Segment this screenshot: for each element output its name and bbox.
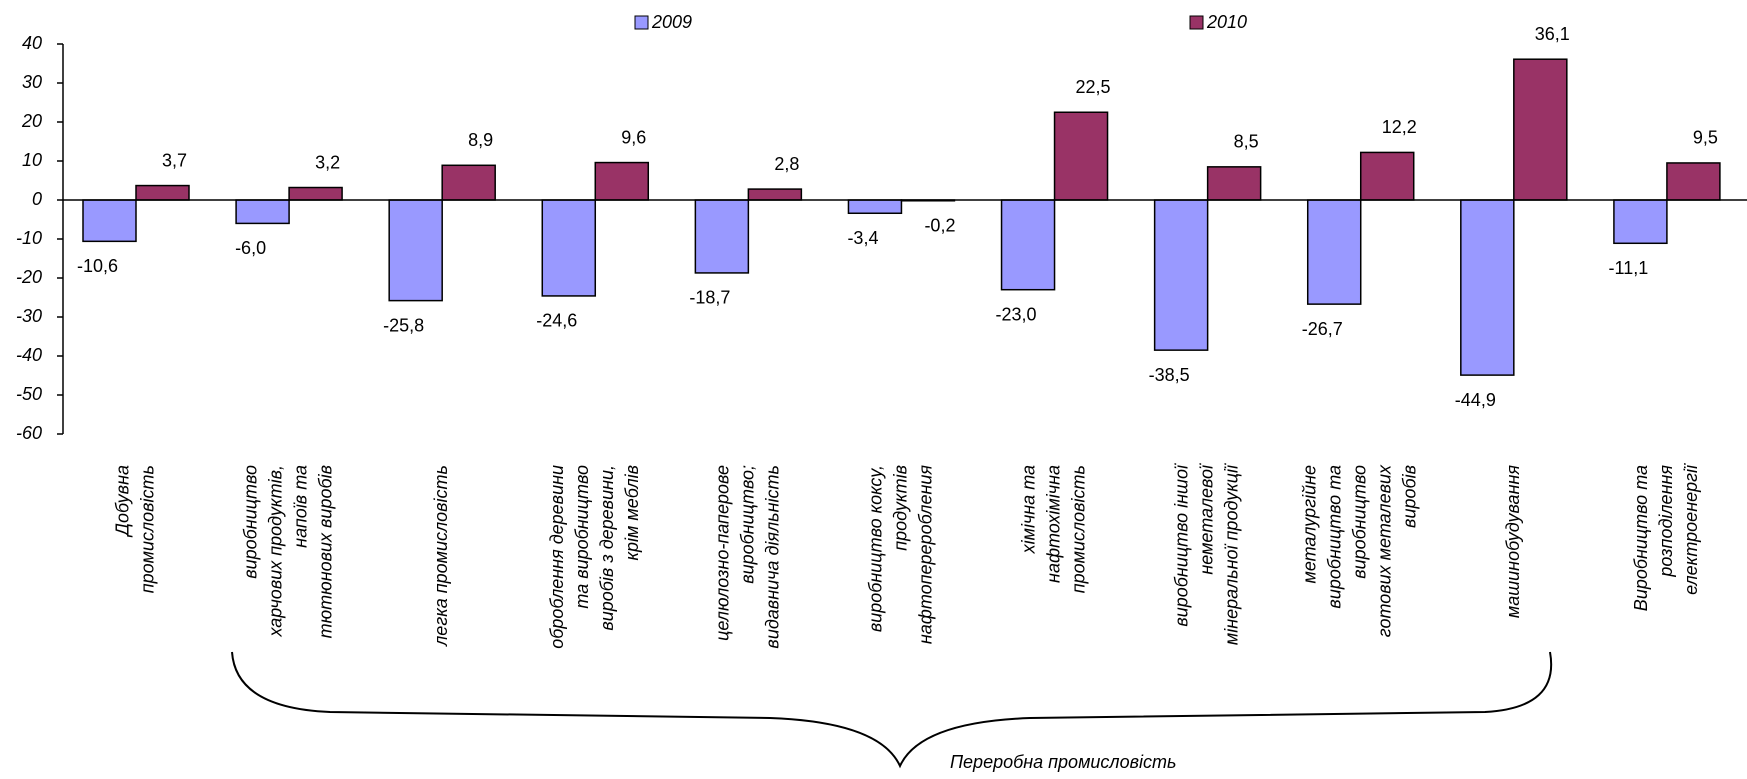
y-tick-label: -10 (16, 228, 42, 248)
y-tick-label: -60 (16, 423, 42, 443)
bar (1613, 199, 1668, 245)
x-tick-label: виробництво коксу, продуктів нафтопереробл… (865, 465, 935, 645)
bar (288, 186, 343, 201)
y-tick-label: 30 (22, 72, 42, 92)
x-tick-label: целюлозно-паперове виробництво; видавнича … (712, 465, 782, 649)
x-tick-label: легка промисловість (431, 465, 451, 647)
value-label: -6,0 (235, 238, 266, 258)
x-tick-label: машинобудування (1503, 465, 1523, 619)
value-label: -10,6 (77, 256, 118, 276)
y-tick-label: -30 (16, 306, 42, 326)
value-label: -24,6 (536, 311, 577, 331)
x-tick-label: виробництво іншої неметалевої мінеральної … (1171, 463, 1241, 645)
y-tick-label: -40 (16, 345, 42, 365)
value-label: -11,1 (1609, 258, 1649, 278)
bar (541, 199, 597, 297)
value-label: -3,4 (847, 228, 878, 248)
x-tick-label: хімічна та нафтохімічна промисловість (1018, 465, 1088, 593)
value-label: 9,5 (1693, 128, 1718, 148)
bar (694, 199, 750, 274)
value-label: -23,0 (996, 304, 1037, 324)
value-label: 3,7 (162, 150, 187, 170)
bar (1460, 199, 1515, 376)
legend-label: 2009 (651, 12, 692, 32)
bar (1359, 151, 1415, 201)
y-tick-label: -20 (16, 267, 42, 287)
y-tick-label: 20 (21, 111, 42, 131)
value-label: 12,2 (1382, 117, 1417, 137)
legend-label: 2010 (1206, 12, 1247, 32)
bar (82, 199, 137, 243)
brace (231, 651, 1553, 769)
bar (1206, 166, 1262, 201)
bar (1513, 58, 1568, 201)
value-label: 36,1 (1535, 24, 1570, 44)
y-tick-label: 40 (22, 33, 42, 53)
value-label: -38,5 (1149, 365, 1190, 385)
value-label: -25,8 (383, 315, 424, 335)
bar (1666, 162, 1721, 201)
bar (594, 161, 650, 201)
y-tick-label: 10 (22, 150, 42, 170)
y-tick-label: 0 (32, 189, 42, 209)
x-tick-label: металургійне виробництво та виробництво гот… (1299, 464, 1419, 637)
bar (388, 199, 443, 302)
value-label: -0,2 (924, 216, 955, 236)
x-tick-label: Виробництво та розподілення електроенергії (1631, 463, 1701, 611)
value-label: -26,7 (1302, 319, 1343, 339)
value-label: -44,9 (1455, 390, 1496, 410)
value-label: 22,5 (1076, 77, 1111, 97)
annotation: Переробна промисловість (950, 752, 1176, 772)
value-label: 9,6 (621, 127, 646, 147)
value-label: -18,7 (689, 288, 730, 308)
bar (135, 184, 190, 201)
x-tick-label: Добувна промисловість (112, 465, 157, 593)
x-tick-label: оброблення деревини та виробництво виробів… (547, 465, 642, 649)
legend-swatch (634, 15, 649, 30)
value-label: 2,8 (774, 154, 799, 174)
bar (441, 164, 496, 201)
value-label: 3,2 (315, 152, 340, 172)
bar (847, 199, 903, 215)
value-label: 8,5 (1234, 132, 1259, 152)
x-tick-label: виробництво харчових продуктів, напоїв та т… (240, 465, 335, 638)
value-label: 8,9 (468, 130, 493, 150)
bar (1000, 199, 1056, 291)
bar (235, 199, 290, 225)
bar (1306, 199, 1362, 305)
y-tick-label: -50 (16, 384, 42, 404)
bar (1153, 199, 1209, 351)
bar (1053, 111, 1109, 201)
bar (747, 188, 803, 201)
legend-swatch (1189, 15, 1204, 30)
